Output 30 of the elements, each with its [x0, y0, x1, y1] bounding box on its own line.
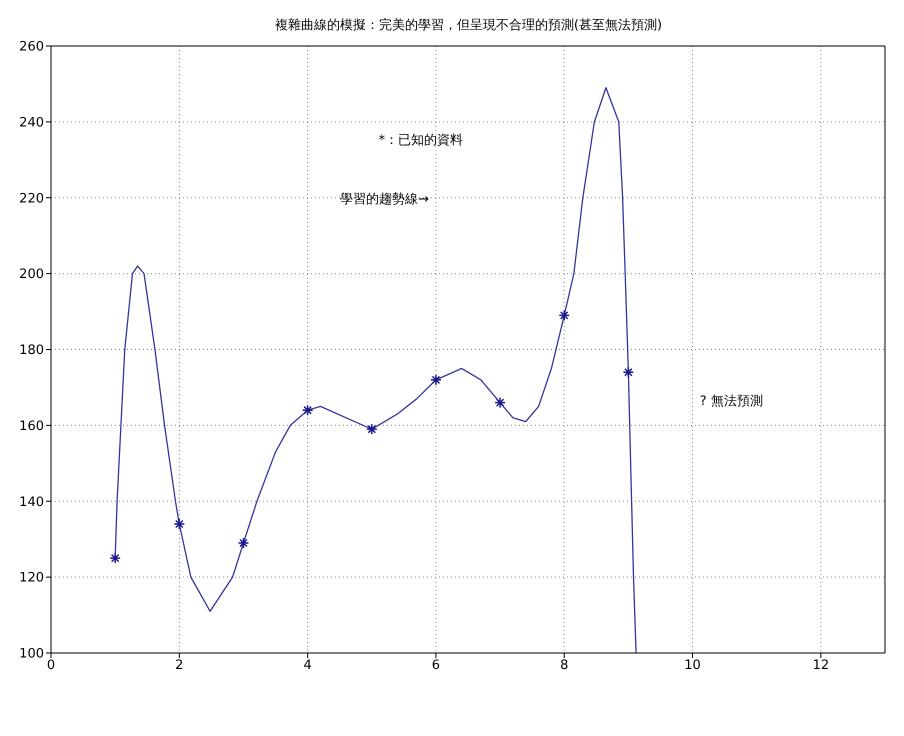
point [430, 374, 442, 386]
point [622, 366, 634, 378]
y-tick-label: 180 [19, 343, 44, 358]
annotation: *：已知的資料 [378, 132, 464, 149]
y-tick-label: 200 [19, 267, 44, 282]
point [238, 537, 250, 549]
x-tick-label: 8 [560, 658, 568, 674]
point [174, 518, 186, 530]
y-tick-label: 260 [19, 40, 44, 55]
y-tick-label: 220 [19, 191, 44, 206]
point [109, 552, 121, 564]
y-tick-label: 120 [19, 570, 44, 586]
point [302, 404, 314, 416]
annotation: 學習的趨勢線→ [340, 191, 429, 208]
x-tick-label: 10 [684, 658, 701, 674]
point [494, 396, 506, 408]
y-tick-label: 160 [19, 418, 44, 434]
chart-title: 複雜曲線的模擬：完美的學習，但呈現不合理的預測(甚至無法預測) [274, 17, 664, 34]
line-series [114, 87, 637, 653]
x-tick-label: 2 [175, 658, 184, 674]
annotation: ? 無法預測 [700, 393, 763, 410]
x-tick-label: 4 [303, 658, 312, 674]
y-tick-label: 140 [19, 494, 44, 510]
x-tick-label: 0 [46, 658, 56, 674]
y-tick-label: 100 [19, 646, 44, 662]
point [558, 310, 570, 322]
point [366, 423, 378, 435]
x-tick-label: 12 [812, 658, 830, 674]
x-tick-label: 6 [432, 658, 440, 674]
y-tick-label: 240 [19, 115, 44, 130]
